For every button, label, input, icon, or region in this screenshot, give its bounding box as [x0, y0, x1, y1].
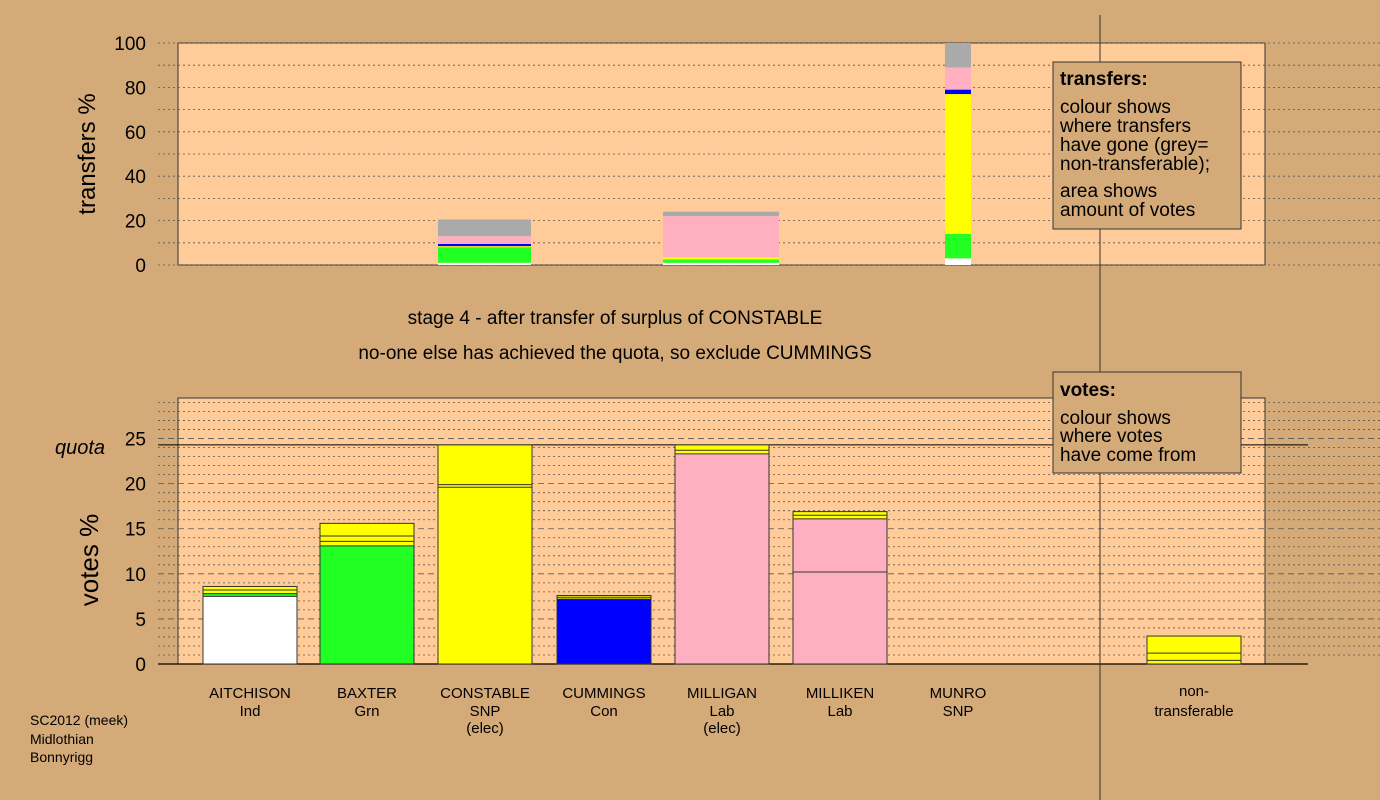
votes-legend-line: where votes — [1059, 426, 1162, 447]
non-transferable-label: transferable — [1154, 703, 1233, 720]
candidate-name: BAXTER — [337, 685, 397, 702]
quota-label: quota — [55, 437, 105, 459]
vote-segment-lab — [793, 518, 887, 664]
transfers-legend-line: amount of votes — [1060, 200, 1195, 221]
transfer-segment-non_transferable — [438, 219, 531, 237]
footer-line-2: Midlothian — [30, 731, 94, 747]
candidate-name: CUMMINGS — [562, 685, 645, 702]
candidate-note: (elec) — [466, 720, 504, 737]
votes-legend-title: votes: — [1060, 380, 1116, 401]
votes-y-axis-label: votes % — [74, 514, 104, 607]
transfers-legend-title: transfers: — [1060, 69, 1148, 90]
vote-segment-con — [557, 599, 651, 664]
candidate-note: (elec) — [703, 720, 741, 737]
vote-segment-snp — [438, 444, 532, 664]
transfer-segment-snp — [438, 246, 531, 248]
vote-bar-outline — [556, 594, 652, 665]
candidate-name: MUNRO — [930, 685, 987, 702]
transfers-legend-box: transfers: colour shows where transfers … — [1052, 61, 1242, 230]
vote-segment-ind — [203, 596, 297, 664]
vote-bar-outline — [202, 585, 298, 665]
transfer-segment-grn — [945, 233, 971, 259]
transfers-y-tick: 20 — [125, 212, 146, 233]
non-transferable-label: non- — [1179, 683, 1209, 700]
transfers-y-tick: 60 — [125, 123, 146, 144]
footer-line-1: SC2012 (meek) — [30, 712, 128, 728]
non-transferable-outline — [1146, 635, 1242, 665]
vote-segment-snp — [320, 523, 414, 546]
stage-line-1: stage 4 - after transfer of surplus of C… — [408, 308, 823, 329]
transfers-legend-line: where transfers — [1059, 116, 1191, 137]
candidate-party: Ind — [240, 703, 261, 720]
transfer-segment-ind — [663, 262, 779, 265]
vote-bar-outline — [319, 522, 415, 665]
non-transferable-segment — [1147, 636, 1241, 661]
transfer-segment-non_transferable — [945, 43, 971, 68]
transfer-segment-con — [438, 243, 531, 247]
non-transferable-segment — [1147, 660, 1241, 664]
vote-segment-lab — [675, 453, 769, 664]
candidate-party: Lab — [709, 703, 734, 720]
candidate-party: SNP — [943, 703, 974, 720]
transfer-segment-snp — [663, 257, 779, 260]
transfer-segment-snp — [945, 94, 971, 234]
candidate-party: Con — [590, 703, 618, 720]
transfer-segment-ind — [438, 262, 531, 265]
candidate-party: Grn — [354, 703, 379, 720]
votes-legend-line: colour shows — [1060, 408, 1171, 429]
votes-legend-frame — [1052, 371, 1242, 474]
transfers-y-axis-label: transfers % — [74, 93, 101, 214]
transfers-legend-line: colour shows — [1060, 97, 1171, 118]
stage-line-2: no-one else has achieved the quota, so e… — [358, 343, 871, 364]
candidate-party: Lab — [827, 703, 852, 720]
votes-y-tick: 5 — [135, 610, 146, 631]
transfer-segment-lab — [438, 236, 531, 244]
candidate-name: MILLIKEN — [806, 685, 874, 702]
transfer-segment-non_transferable — [663, 211, 779, 217]
transfers-y-tick: 80 — [125, 78, 146, 99]
votes-y-tick: 10 — [125, 565, 146, 586]
vote-segment-snp — [675, 444, 769, 454]
vote-segment-grn — [203, 593, 297, 597]
votes-legend-line: have come from — [1060, 445, 1196, 466]
vote-segment-grn — [320, 545, 414, 664]
vote-bar-outline — [437, 444, 533, 665]
transfers-legend-line: area shows — [1060, 181, 1157, 202]
transfer-segment-grn — [663, 259, 779, 263]
transfer-segment-ind — [945, 258, 971, 265]
transfer-segment-con — [945, 89, 971, 95]
votes-y-tick: 15 — [125, 520, 146, 541]
transfer-segment-lab — [663, 216, 779, 258]
transfers-legend-line: have gone (grey= — [1060, 135, 1208, 156]
transfers-legend-frame — [1052, 61, 1242, 230]
candidate-name: MILLIGAN — [687, 685, 757, 702]
votes-y-tick: 20 — [125, 475, 146, 496]
footer-line-3: Bonnyrigg — [30, 749, 93, 765]
votes-y-tick: 25 — [125, 430, 146, 451]
transfers-y-tick: 0 — [135, 256, 146, 277]
transfer-segment-grn — [438, 247, 531, 263]
votes-y-tick: 0 — [135, 655, 146, 676]
transfer-segment-lab — [945, 67, 971, 90]
vote-bar-outline — [792, 511, 888, 665]
transfers-y-tick: 100 — [114, 34, 146, 55]
transfers-y-tick: 40 — [125, 167, 146, 188]
transfers-legend-line: non-transferable); — [1060, 154, 1210, 175]
vote-bar-outline — [674, 444, 770, 665]
candidate-party: SNP — [470, 703, 501, 720]
candidate-name: CONSTABLE — [440, 685, 530, 702]
votes-legend-box: votes: colour shows where votes have com… — [1052, 371, 1242, 474]
candidate-name: AITCHISON — [209, 685, 291, 702]
